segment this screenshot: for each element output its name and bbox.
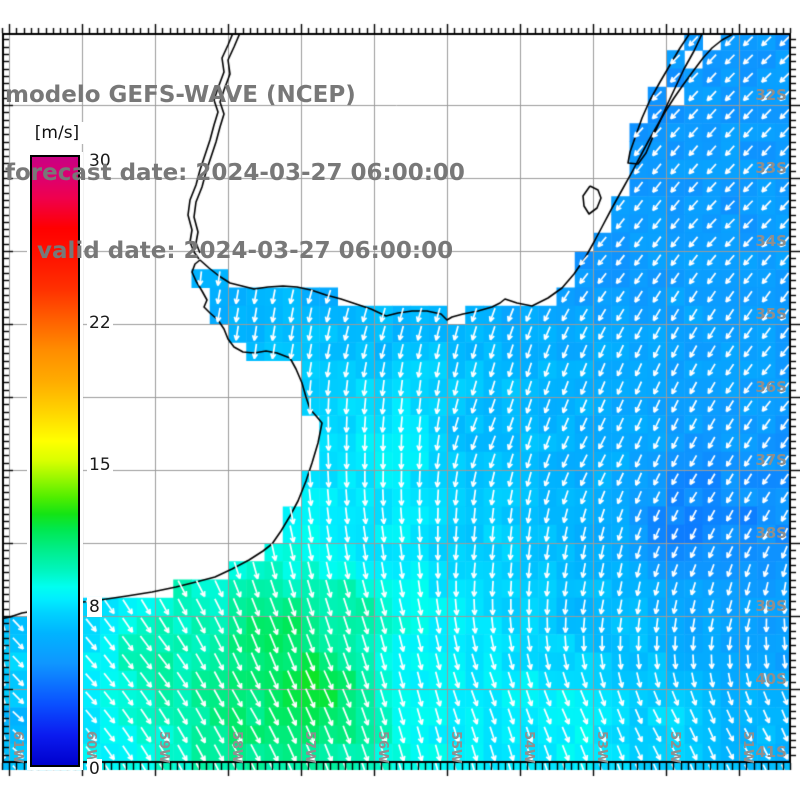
lat-label-34S: 34S bbox=[755, 232, 787, 250]
lon-label-56W: 56W bbox=[375, 731, 390, 764]
colorbar-tick-22: 22 bbox=[87, 313, 113, 334]
lat-label-35S: 35S bbox=[755, 305, 787, 323]
lat-label-40S: 40S bbox=[755, 670, 787, 688]
colorbar-tick-30: 30 bbox=[87, 151, 113, 171]
title-block: modelo GEFS-WAVE (NCEP) forecast date: 2… bbox=[5, 30, 465, 316]
lon-label-53W: 53W bbox=[594, 731, 609, 764]
forecast-date: forecast date: 2024-03-27 06:00:00 bbox=[5, 160, 465, 186]
colorbar-gradient bbox=[30, 155, 80, 767]
lon-label-51W: 51W bbox=[740, 731, 755, 764]
lon-label-52W: 52W bbox=[667, 731, 682, 764]
colorbar-gradient-frame bbox=[27, 152, 83, 770]
colorbar-tick-8: 8 bbox=[87, 596, 102, 617]
lat-label-39S: 39S bbox=[755, 597, 787, 615]
lat-label-36S: 36S bbox=[755, 378, 787, 396]
valid-date: valid date: 2024-03-27 06:00:00 bbox=[37, 238, 454, 264]
lon-label-55W: 55W bbox=[448, 731, 463, 764]
lat-label-38S: 38S bbox=[755, 524, 787, 542]
colorbar-tick-0: 0 bbox=[87, 759, 102, 779]
colorbar-unit-label: [m/s] bbox=[28, 122, 86, 144]
colorbar-tick-15: 15 bbox=[87, 455, 113, 475]
lat-label-37S: 37S bbox=[755, 451, 787, 469]
lon-label-59W: 59W bbox=[156, 731, 171, 764]
lat-label-41S: 41S bbox=[755, 743, 787, 761]
lon-label-54W: 54W bbox=[521, 731, 536, 764]
model-title: modelo GEFS-WAVE (NCEP) bbox=[5, 82, 356, 108]
lat-label-33S: 33S bbox=[755, 159, 787, 177]
lat-label-32S: 32S bbox=[755, 86, 787, 104]
lon-label-58W: 58W bbox=[229, 731, 244, 764]
lon-label-61W: 61W bbox=[10, 731, 25, 764]
lon-label-57W: 57W bbox=[302, 731, 317, 764]
